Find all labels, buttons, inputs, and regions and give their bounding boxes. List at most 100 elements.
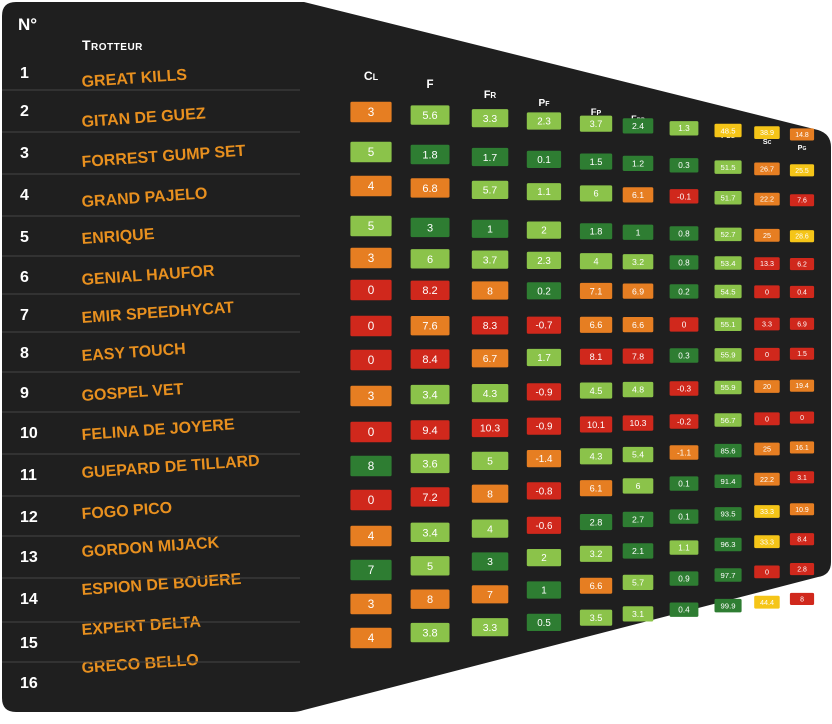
stat-cell: 1.7 xyxy=(471,147,509,167)
stat-cell-background xyxy=(714,191,742,205)
stat-cell-value: 25.5 xyxy=(795,168,809,175)
stat-cell: 5.7 xyxy=(471,180,509,199)
stat-cell-background xyxy=(622,187,654,203)
stat-cell: 0.2 xyxy=(669,284,699,299)
stat-cell: 33.3 xyxy=(754,505,780,518)
stat-cell-background xyxy=(789,347,815,360)
stat-cell-value: 6.7 xyxy=(483,354,498,365)
stat-cell: 6.8 xyxy=(410,178,450,198)
stat-cell-value: 0.4 xyxy=(678,606,690,615)
stat-cell-value: 7.6 xyxy=(797,198,807,205)
stat-cell-background xyxy=(669,571,699,586)
stat-cell: 0 xyxy=(350,349,392,371)
stat-cell: 6.2 xyxy=(789,258,815,271)
stat-cell-value: 4.3 xyxy=(590,452,603,462)
stat-cell-background xyxy=(526,417,562,435)
stat-cell-value: 0.3 xyxy=(678,351,690,360)
stat-cell: 96.3 xyxy=(714,537,742,552)
stat-cell-background xyxy=(526,112,562,130)
stat-cell: 8.1 xyxy=(579,348,613,365)
stat-cell-value: 6 xyxy=(636,481,641,491)
stat-cell-background xyxy=(350,421,392,443)
stat-cell-background xyxy=(579,382,613,399)
stat-cell-value: 20 xyxy=(763,382,771,391)
stat-cell: 0.1 xyxy=(526,150,562,168)
stat-cell-value: 33.3 xyxy=(760,537,774,546)
stat-cell-value: 6.6 xyxy=(632,320,644,330)
stat-cell-value: 0 xyxy=(368,494,375,507)
stat-cell: 8.3 xyxy=(471,316,509,335)
stat-cell-background xyxy=(789,503,815,516)
stat-cell: 3.3 xyxy=(471,109,509,128)
stat-cell: 4 xyxy=(350,525,392,547)
stat-column-header: Pg xyxy=(798,143,807,152)
stat-cell-background xyxy=(350,175,392,197)
stat-cell-background xyxy=(754,505,780,518)
stat-cell-background xyxy=(471,180,509,199)
stat-cell-value: 0 xyxy=(765,414,769,423)
stat-cell: 56.7 xyxy=(714,413,742,427)
stat-cell: 38.9 xyxy=(754,126,780,139)
stat-cell-background xyxy=(754,126,780,139)
stat-cell-value: 1.8 xyxy=(422,150,437,162)
stat-cell-background xyxy=(410,105,450,125)
stat-cell: 2.4 xyxy=(622,118,654,134)
stat-cell-background xyxy=(669,226,699,241)
row-number: 5 xyxy=(20,229,29,246)
stat-cell: 1.7 xyxy=(526,348,562,367)
stat-cell-background xyxy=(410,420,450,440)
stat-cell: 5.6 xyxy=(410,105,450,125)
stat-cell: 3.7 xyxy=(579,115,613,132)
stat-cell-value: 8.4 xyxy=(797,537,807,544)
stat-cell-value: 8 xyxy=(427,594,433,606)
stat-cell-background xyxy=(622,224,654,240)
horse-name[interactable]: FOGO PICO xyxy=(81,500,173,523)
stat-cell-background xyxy=(350,385,392,407)
stat-cell: 51.7 xyxy=(714,191,742,205)
stat-cell: 55.9 xyxy=(714,348,742,362)
stat-cell-value: 2 xyxy=(541,226,546,237)
stat-cell-value: -0.8 xyxy=(536,486,553,497)
stat-cell-value: -0.1 xyxy=(677,192,692,201)
stat-cell-background xyxy=(526,150,562,168)
stat-cell-value: 48.5 xyxy=(721,126,736,135)
stat-cell-background xyxy=(410,622,450,643)
stat-cell-value: 10.3 xyxy=(480,424,500,435)
stat-cell: 0.2 xyxy=(526,282,562,300)
stat-cell-background xyxy=(622,155,654,171)
stat-cell-background xyxy=(526,316,562,334)
stat-cell-background xyxy=(622,348,654,364)
horse-name[interactable]: ENRIQUE xyxy=(81,226,155,248)
stat-cell-background xyxy=(471,109,509,128)
stat-cell: 8 xyxy=(471,484,509,503)
stat-cell-background xyxy=(410,316,450,336)
stat-cell-value: 0.1 xyxy=(678,480,690,489)
stat-cell-background xyxy=(714,598,742,613)
stat-cell-background xyxy=(669,414,699,429)
stat-cell-value: 53.4 xyxy=(721,259,737,268)
stat-cell-value: 0 xyxy=(368,320,375,333)
stat-cell-background xyxy=(579,185,613,202)
stat-cell-value: 1 xyxy=(541,586,546,597)
row-number: 13 xyxy=(20,549,38,566)
stat-cell-value: 1.5 xyxy=(797,351,807,358)
stat-cell-background xyxy=(471,384,509,403)
stat-cell: 0 xyxy=(350,489,392,511)
stat-cell-background xyxy=(622,574,654,590)
row-number: 9 xyxy=(20,385,29,402)
stat-cell-background xyxy=(350,279,392,301)
stat-cell: 6.9 xyxy=(622,283,654,299)
stat-cell-background xyxy=(350,525,392,547)
stat-cell: 6 xyxy=(622,478,654,494)
row-number: 2 xyxy=(20,103,29,120)
stat-cell: 4 xyxy=(579,253,613,270)
stat-cell-background xyxy=(789,164,815,177)
stat-cell-background xyxy=(622,478,654,494)
stat-cell-value: 10.3 xyxy=(630,418,647,428)
stat-cell: 3.1 xyxy=(622,606,654,622)
stat-cell: 1 xyxy=(622,224,654,240)
stat-cell-value: 2.3 xyxy=(537,256,551,267)
stat-cell: 91.4 xyxy=(714,474,742,488)
stat-cell-background xyxy=(754,192,780,206)
stat-cell: 19.4 xyxy=(789,379,815,392)
